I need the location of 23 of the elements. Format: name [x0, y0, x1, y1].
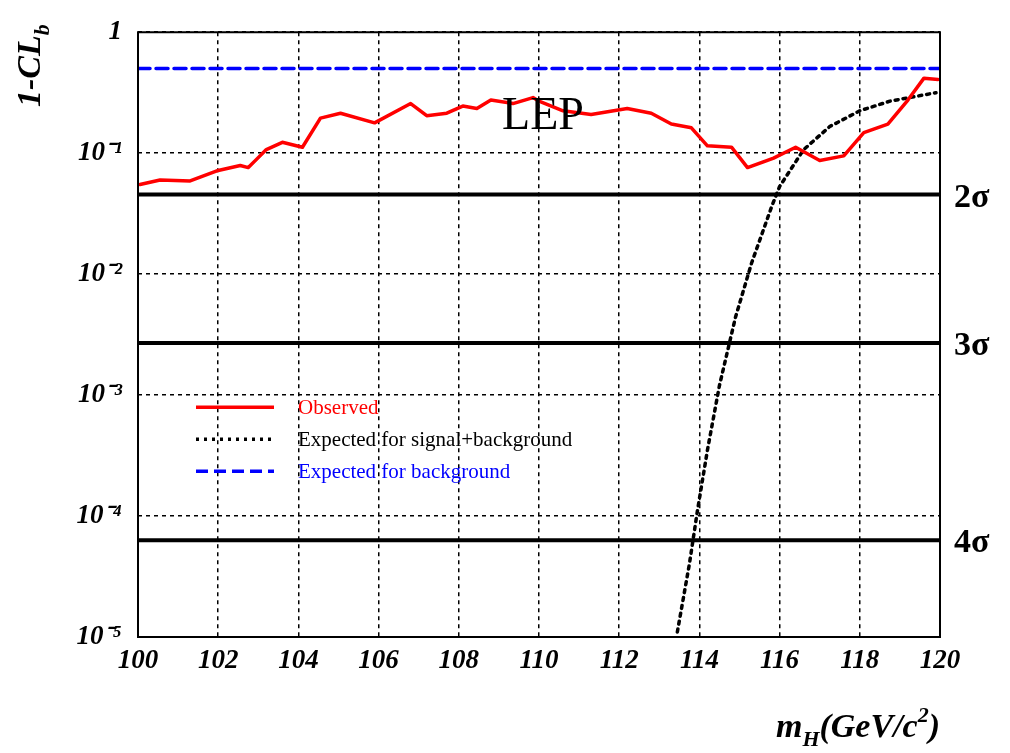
x-tick-label: 118 [840, 644, 880, 675]
ref-line-label: 2σ [954, 176, 990, 214]
x-tick-label: 102 [197, 644, 239, 675]
y-tick-label: 10⁻² [77, 257, 123, 288]
legend-label: Observed [298, 395, 379, 420]
legend-label: Expected for background [298, 459, 511, 484]
x-tick-label: 108 [438, 644, 480, 675]
y-tick-label: 10⁻¹ [77, 136, 122, 167]
x-tick-label: 120 [919, 644, 961, 675]
x-tick-label: 114 [679, 644, 719, 675]
x-tick-label: 116 [760, 644, 800, 675]
legend-label: Expected for signal+background [298, 427, 573, 452]
y-tick-label: 1 [108, 15, 122, 46]
ref-line-label: 3σ [954, 324, 990, 362]
y-axis-title: 1-CLb [10, 24, 54, 107]
annotation: LEP [502, 87, 584, 139]
ref-line-label: 4σ [954, 522, 990, 560]
x-tick-label: 106 [358, 644, 400, 675]
x-tick-label: 104 [278, 644, 319, 675]
y-tick-label: 10⁻³ [77, 378, 123, 409]
y-tick-label: 10⁻⁴ [76, 499, 122, 530]
x-tick-label: 110 [519, 644, 559, 675]
x-tick-label: 112 [599, 644, 639, 675]
